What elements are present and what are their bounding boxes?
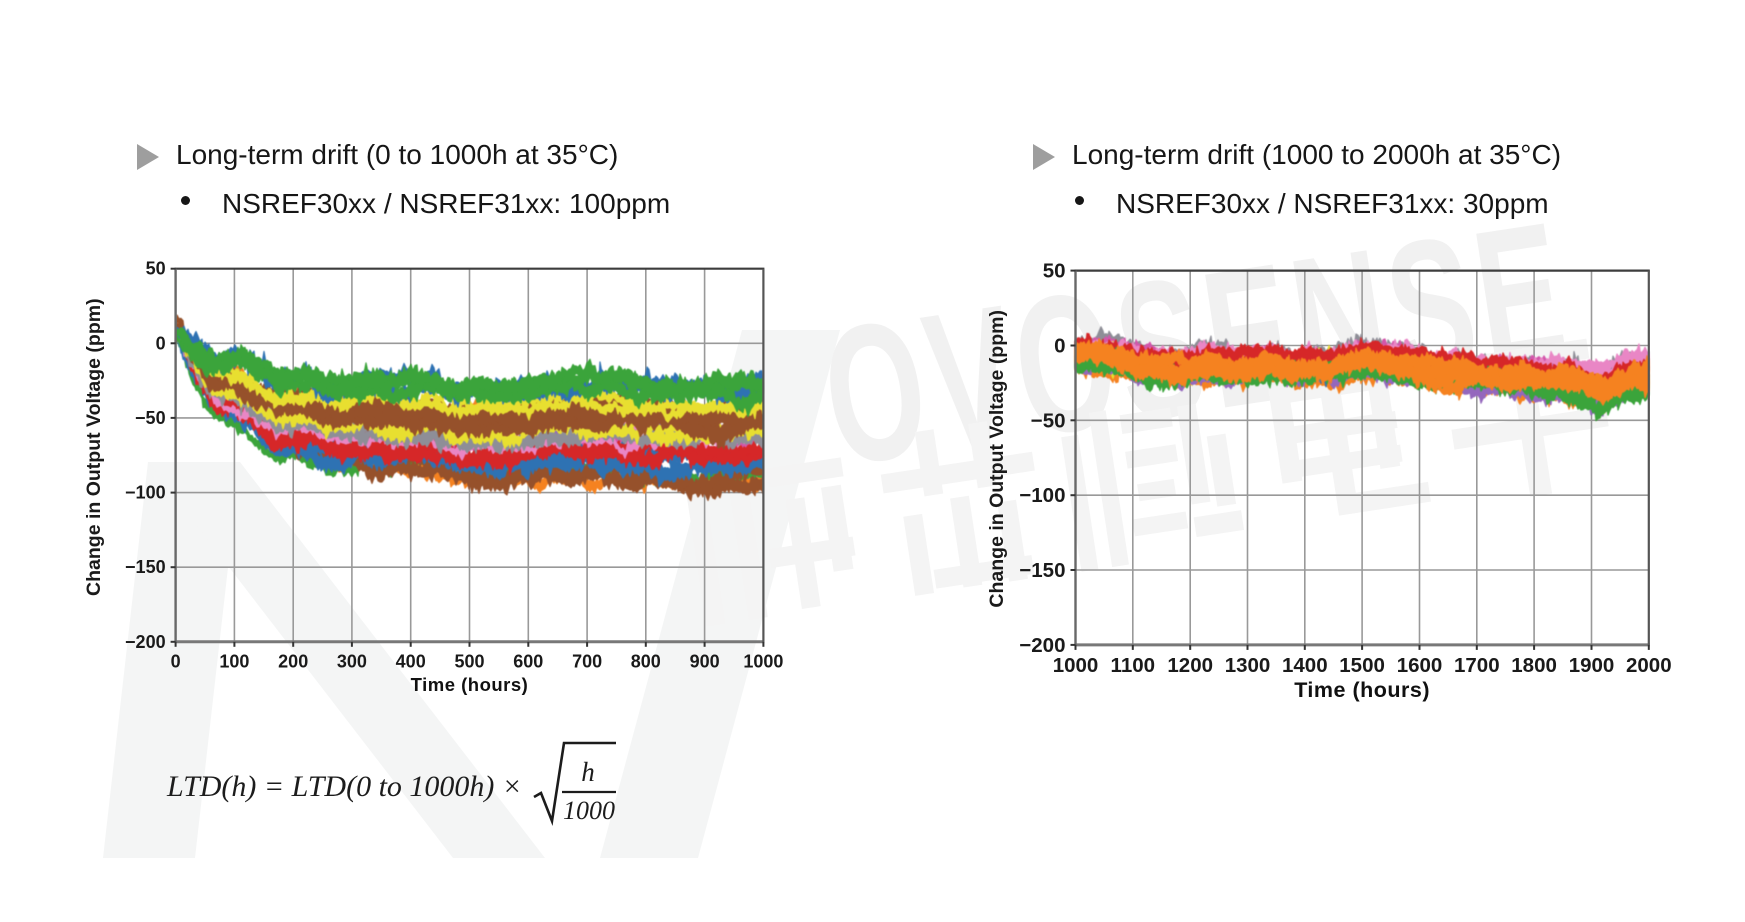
svg-text:600: 600 bbox=[513, 651, 543, 671]
svg-text:2000: 2000 bbox=[1626, 654, 1672, 677]
svg-text:50: 50 bbox=[1043, 260, 1066, 283]
svg-text:400: 400 bbox=[396, 651, 426, 671]
svg-text:Change in Output Voltage (ppm): Change in Output Voltage (ppm) bbox=[83, 298, 105, 596]
svg-text:1300: 1300 bbox=[1225, 654, 1271, 677]
svg-text:300: 300 bbox=[337, 651, 367, 671]
svg-text:1100: 1100 bbox=[1111, 654, 1155, 677]
svg-text:−150: −150 bbox=[1019, 559, 1065, 582]
svg-text:Time (hours): Time (hours) bbox=[411, 674, 529, 695]
svg-text:800: 800 bbox=[631, 651, 661, 671]
svg-text:−50: −50 bbox=[135, 408, 166, 428]
svg-text:−50: −50 bbox=[1031, 409, 1066, 432]
svg-text:h: h bbox=[581, 757, 595, 787]
svg-text:900: 900 bbox=[690, 651, 720, 671]
svg-text:−100: −100 bbox=[1019, 484, 1065, 507]
svg-text:200: 200 bbox=[278, 651, 308, 671]
svg-text:1700: 1700 bbox=[1454, 654, 1500, 677]
svg-text:500: 500 bbox=[454, 651, 484, 671]
svg-text:1000: 1000 bbox=[743, 651, 783, 671]
svg-text:1800: 1800 bbox=[1511, 654, 1557, 677]
svg-text:0: 0 bbox=[156, 333, 166, 353]
svg-text:−150: −150 bbox=[125, 557, 166, 577]
svg-text:1900: 1900 bbox=[1569, 654, 1615, 677]
svg-text:1400: 1400 bbox=[1282, 654, 1328, 677]
svg-text:0: 0 bbox=[171, 651, 181, 671]
svg-text:1200: 1200 bbox=[1167, 654, 1213, 677]
svg-text:Change in Output Voltage (ppm): Change in Output Voltage (ppm) bbox=[986, 310, 1008, 608]
svg-text:−200: −200 bbox=[125, 632, 166, 652]
svg-text:1500: 1500 bbox=[1339, 654, 1385, 677]
svg-text:−200: −200 bbox=[1019, 634, 1065, 657]
svg-text:0: 0 bbox=[1054, 335, 1065, 358]
svg-text:50: 50 bbox=[146, 259, 166, 279]
svg-text:100: 100 bbox=[219, 651, 249, 671]
svg-text:Time (hours): Time (hours) bbox=[1294, 678, 1430, 702]
svg-text:1600: 1600 bbox=[1397, 654, 1443, 677]
svg-text:1000: 1000 bbox=[563, 796, 615, 825]
svg-text:700: 700 bbox=[572, 651, 602, 671]
svg-text:−100: −100 bbox=[125, 483, 166, 503]
svg-text:1000: 1000 bbox=[1053, 654, 1099, 677]
